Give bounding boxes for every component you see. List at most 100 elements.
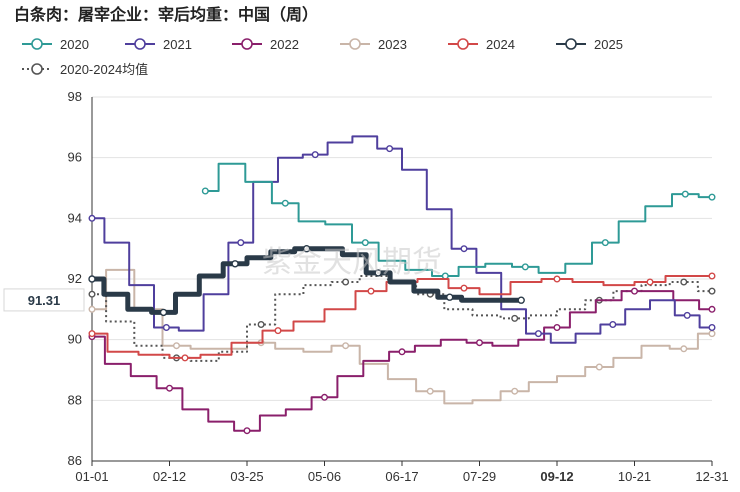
legend-swatch-marker bbox=[134, 38, 146, 50]
legend: 2020 2021 2022 2023 2024 2025 2020-2024均值 bbox=[22, 37, 623, 77]
legend-label: 2023 bbox=[378, 37, 407, 52]
y-tick-label: 96 bbox=[68, 150, 82, 165]
series-layer bbox=[88, 135, 716, 435]
legend-swatch-marker bbox=[457, 38, 469, 50]
watermark: 紫金天风期货 bbox=[262, 245, 442, 280]
series-point bbox=[708, 272, 716, 280]
series-point bbox=[631, 287, 639, 295]
series-point bbox=[681, 190, 689, 198]
series-point bbox=[708, 193, 716, 201]
series-point bbox=[281, 199, 289, 207]
x-tick-label: 06-17 bbox=[385, 469, 418, 484]
series-point bbox=[609, 321, 617, 329]
callout-label: 91.31 bbox=[28, 293, 61, 308]
legend-label: 2021 bbox=[163, 37, 192, 52]
legend-label: 2022 bbox=[270, 37, 299, 52]
series-point bbox=[243, 427, 251, 435]
series-point bbox=[517, 296, 525, 304]
series-point bbox=[646, 278, 654, 286]
y-tick-label: 90 bbox=[68, 332, 82, 347]
series-point bbox=[374, 269, 382, 277]
series-point bbox=[274, 327, 282, 335]
series-point bbox=[441, 272, 449, 280]
series-point bbox=[367, 287, 375, 295]
x-tick-highlight-bg bbox=[531, 467, 583, 487]
series-point bbox=[476, 339, 484, 347]
legend-swatch-marker bbox=[31, 63, 43, 75]
x-tick-label: 01-01 bbox=[75, 469, 108, 484]
x-tick-label: 03-25 bbox=[230, 469, 263, 484]
series-point bbox=[553, 324, 561, 332]
x-tick-label: 02-12 bbox=[153, 469, 186, 484]
series-point bbox=[683, 311, 691, 319]
series-point bbox=[321, 393, 329, 401]
series-line bbox=[92, 275, 712, 362]
legend-swatch-marker bbox=[241, 38, 253, 50]
legend-swatch-marker bbox=[31, 38, 43, 50]
y-tick-label: 88 bbox=[68, 392, 82, 407]
series-point bbox=[88, 305, 96, 313]
series-line bbox=[92, 246, 522, 315]
series-point bbox=[601, 239, 609, 247]
series-point bbox=[88, 214, 96, 222]
series-point bbox=[162, 324, 170, 332]
series-point bbox=[88, 275, 96, 283]
series-point bbox=[257, 321, 265, 329]
y-tick-label: 86 bbox=[68, 453, 82, 468]
series-line bbox=[92, 268, 712, 405]
series-point bbox=[680, 278, 688, 286]
series-point bbox=[534, 330, 542, 338]
y-tick-label: 92 bbox=[68, 271, 82, 286]
series-point bbox=[342, 278, 350, 286]
x-tick-label: 10-21 bbox=[618, 469, 651, 484]
series-line bbox=[92, 135, 712, 344]
series-point bbox=[708, 305, 716, 313]
series-point bbox=[237, 239, 245, 247]
series-point bbox=[201, 187, 209, 195]
callout-box bbox=[3, 288, 85, 312]
legend-label: 2025 bbox=[594, 37, 623, 52]
series-point bbox=[460, 245, 468, 253]
series-point bbox=[386, 145, 394, 153]
legend-swatch-marker bbox=[349, 38, 361, 50]
series-point bbox=[398, 348, 406, 356]
y-tick-label: 98 bbox=[68, 89, 82, 104]
series-point bbox=[311, 151, 319, 159]
series-point bbox=[181, 354, 189, 362]
legend-swatch-marker bbox=[565, 38, 577, 50]
x-tick-label: 05-06 bbox=[308, 469, 341, 484]
series-point bbox=[302, 244, 311, 253]
legend-label: 2020 bbox=[60, 37, 89, 52]
series-point bbox=[708, 287, 716, 295]
series-point bbox=[595, 363, 603, 371]
x-tick-label: 12-31 bbox=[695, 469, 728, 484]
legend-label: 2020-2024均值 bbox=[60, 62, 148, 77]
series-point bbox=[708, 324, 716, 332]
series-line bbox=[92, 290, 712, 432]
series-point bbox=[426, 387, 434, 395]
series-point bbox=[342, 342, 350, 350]
series-point bbox=[88, 330, 96, 338]
callout: 91.31 bbox=[3, 288, 85, 312]
x-tick-label: 07-29 bbox=[463, 469, 496, 484]
series-point bbox=[159, 308, 168, 317]
chart-title: 白条肉：屠宰企业：宰后均重：中国（周） bbox=[14, 5, 318, 24]
series-point bbox=[460, 284, 468, 292]
series-point bbox=[172, 342, 180, 350]
series-point bbox=[165, 384, 173, 392]
x-tick-label: 09-12 bbox=[540, 469, 573, 484]
series-point bbox=[88, 290, 96, 298]
series-point bbox=[511, 314, 519, 322]
legend-label: 2024 bbox=[486, 37, 515, 52]
series-point bbox=[708, 330, 716, 338]
series-point bbox=[511, 387, 519, 395]
series-point bbox=[231, 260, 239, 268]
series-point bbox=[680, 345, 688, 353]
series-point bbox=[446, 293, 454, 301]
series-point bbox=[521, 263, 529, 271]
series-line bbox=[205, 162, 712, 277]
series-point bbox=[553, 275, 561, 283]
series-point bbox=[361, 239, 369, 247]
y-tick-label: 94 bbox=[68, 210, 82, 225]
